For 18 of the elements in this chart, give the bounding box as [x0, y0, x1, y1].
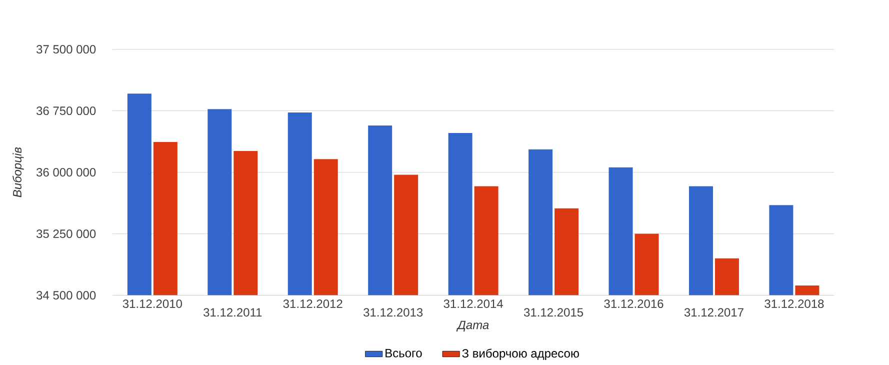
x-tick-label: 31.12.2018 [764, 300, 824, 308]
x-axis-title: Дата [456, 320, 489, 332]
y-axis-title: Виборців [12, 147, 24, 198]
y-tick-label: 36 750 000 [36, 106, 96, 116]
x-tick-label: 31.12.2013 [364, 308, 423, 317]
x-tick-label: 31.12.2015 [524, 308, 584, 317]
y-tick-label: 36 000 000 [36, 168, 96, 177]
x-tick-label: 31.12.2016 [604, 300, 664, 308]
x-tick-label: 31.12.2017 [684, 308, 744, 317]
x-tick-label: 31.12.2014 [444, 300, 503, 308]
y-tick-label: 34 500 000 [36, 291, 96, 300]
x-tick-label: 31.12.2011 [204, 308, 262, 317]
x-tick-label: 31.12.2012 [283, 300, 342, 308]
x-tick-label: 31.12.2010 [122, 300, 182, 308]
y-tick-label: 35 250 000 [36, 230, 96, 238]
legend-label: Всього [386, 348, 422, 358]
legend-label: З виборчою адресою [462, 348, 579, 360]
y-tick-label: 37 500 000 [36, 45, 96, 54]
